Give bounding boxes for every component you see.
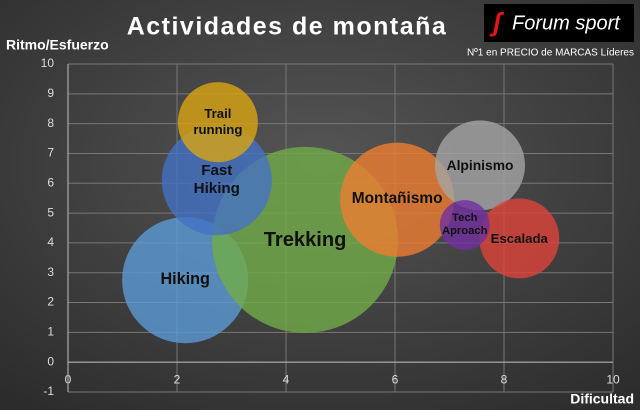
y-tick-label: 9 <box>47 86 54 100</box>
bubble <box>435 120 526 211</box>
y-tick-label: 2 <box>47 295 54 309</box>
bubble <box>479 198 560 279</box>
bubble-label-wrap: Escalada <box>439 198 599 278</box>
logo-box <box>484 4 634 42</box>
bubble-label: Tech Aproach <box>441 211 488 238</box>
bubble-label-wrap: Tech Aproach <box>385 185 545 265</box>
bubble-label: Trekking <box>263 228 347 251</box>
bubble-label-wrap: Montañismo <box>317 160 477 240</box>
y-tick-label: 1 <box>47 325 54 339</box>
logo-icon: ʃ <box>489 7 505 37</box>
bubble-label-wrap: Fast Hiking <box>137 140 297 220</box>
bubble-label-box: Montañismo <box>317 160 477 240</box>
bubble <box>439 200 490 250</box>
y-tick-label: 0 <box>47 354 54 368</box>
tagline: Nº1 en PRECIO de MARCAS Líderes <box>467 48 634 59</box>
bubble-label: Montañismo <box>351 190 443 208</box>
bubble-label-box: Trekking <box>225 200 385 280</box>
y-tick-label: 5 <box>47 205 54 219</box>
bubble-label-box: Escalada <box>439 198 599 278</box>
brand: Forum sport <box>512 12 621 34</box>
bubble <box>340 142 455 257</box>
x-tick-label: 10 <box>606 372 620 386</box>
logo: ʃ Forum sport <box>484 4 634 42</box>
bubble-label-box: Fast Hiking <box>137 140 297 220</box>
chart-title: Actividades de montaña <box>127 13 448 41</box>
y-tick-label: 3 <box>47 265 54 279</box>
x-axis-label: Dificultad <box>570 391 634 407</box>
x-tick-label: 4 <box>283 372 290 386</box>
y-tick-label: 4 <box>47 235 54 249</box>
bubble-label: Alpinismo <box>446 157 514 174</box>
bubble-label-wrap: Trekking <box>225 200 385 280</box>
bubble-label: Escalada <box>490 230 548 246</box>
x-tick-label: 2 <box>174 372 181 386</box>
x-tick-label: 8 <box>501 372 508 386</box>
bubble-label-wrap: Trail running <box>138 82 298 162</box>
y-tick-label: -1 <box>43 384 54 398</box>
y-tick-label: 7 <box>47 146 54 160</box>
y-tick-label: 8 <box>47 116 54 130</box>
bubble-label-wrap: Alpinismo <box>400 125 560 205</box>
bubble-label-wrap: Hiking <box>105 240 265 320</box>
bubble-label-box: Trail running <box>138 82 298 162</box>
bubble-label-box: Alpinismo <box>400 125 560 205</box>
bubble-label-box: Hiking <box>105 240 265 320</box>
y-tick-label: 10 <box>41 56 55 70</box>
bubble-label: Hiking <box>160 270 210 289</box>
bubble-label-box: Tech Aproach <box>385 185 545 265</box>
y-tick-label: 6 <box>47 175 54 189</box>
y-axis-label: Ritmo/Esfuerzo <box>6 37 109 53</box>
bubble <box>161 125 272 236</box>
x-tick-label: 6 <box>392 372 399 386</box>
bubble <box>177 82 258 163</box>
bubble-label: Fast Hiking <box>193 162 240 198</box>
bubble-label: Trail running <box>193 106 243 138</box>
